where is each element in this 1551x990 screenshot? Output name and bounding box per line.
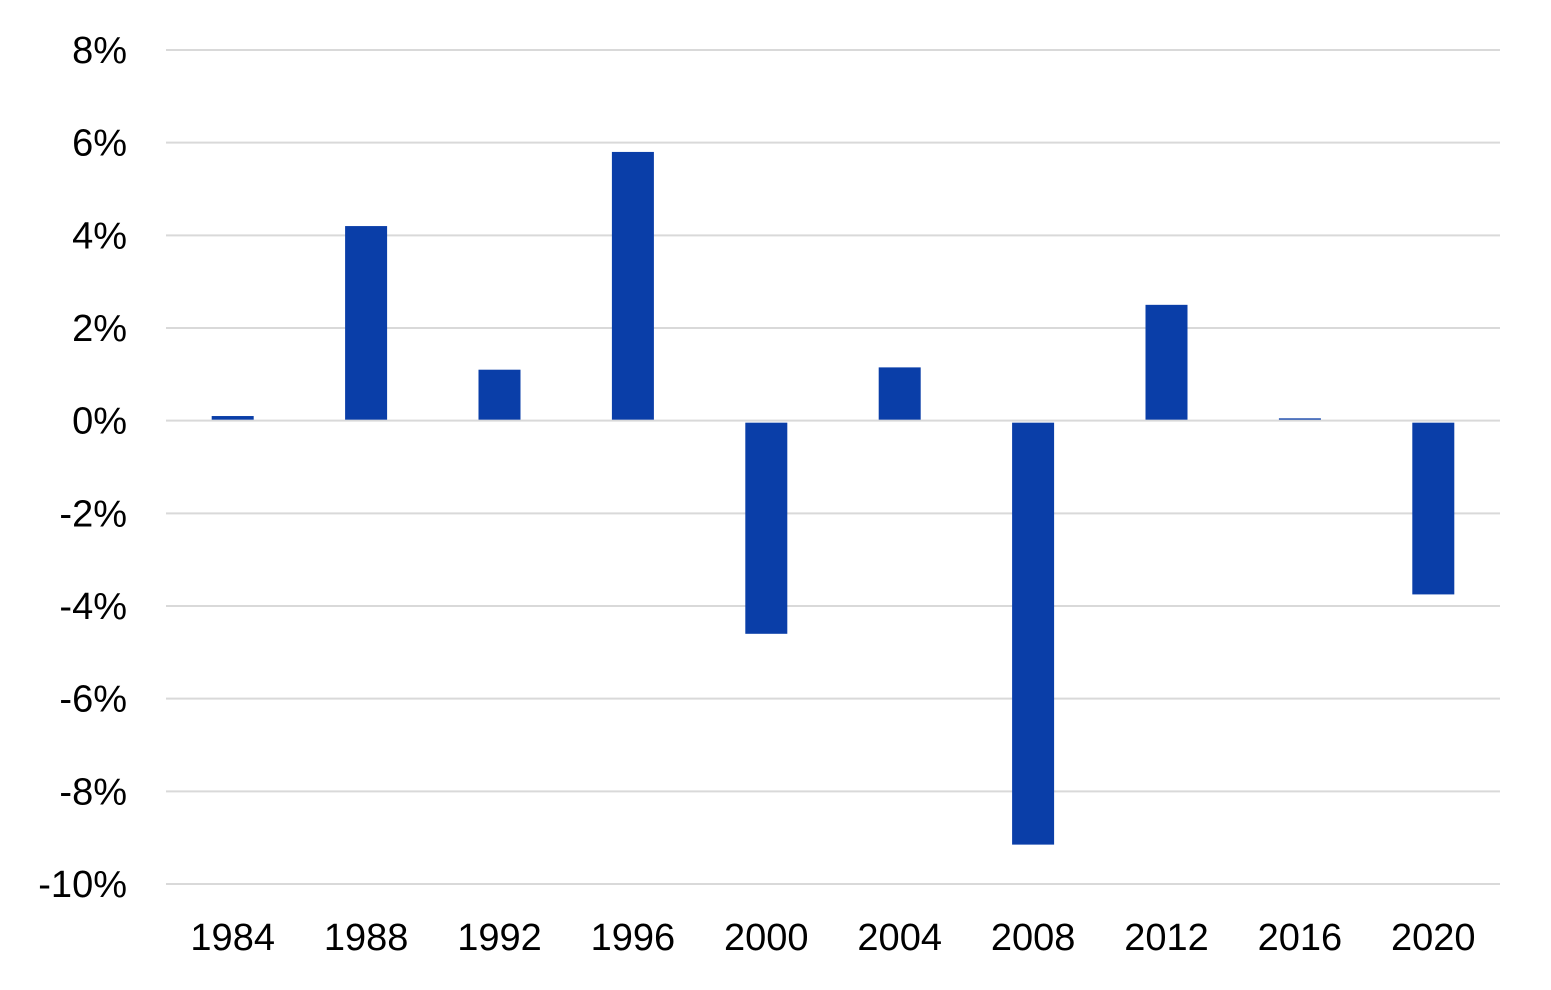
bar-2000: [745, 422, 788, 634]
bar-2008: [1012, 422, 1055, 845]
x-tick-label: 1996: [591, 917, 676, 959]
bar-2020: [1412, 422, 1455, 595]
x-tick-label: 2012: [1124, 917, 1209, 959]
bars: [211, 151, 1455, 845]
bar-1992: [478, 369, 521, 420]
x-tick-label: 1988: [324, 917, 409, 959]
x-tick-label: 2008: [991, 917, 1076, 959]
x-tick-label: 2016: [1258, 917, 1343, 959]
x-tick-label: 2004: [857, 917, 942, 959]
y-axis-tick-labels: 8% 6% 4% 2% 0% -2% -4% -6% -8% -10%: [38, 30, 127, 906]
y-tick-label: 4%: [72, 215, 127, 257]
y-tick-label: 0%: [72, 401, 127, 443]
y-tick-label: 8%: [72, 30, 127, 72]
y-tick-label: -10%: [38, 864, 127, 906]
y-tick-label: 2%: [72, 308, 127, 350]
bar-2016: [1278, 418, 1321, 420]
bar-1984: [211, 416, 254, 420]
x-tick-label: 1992: [457, 917, 542, 959]
x-tick-label: 2000: [724, 917, 809, 959]
y-tick-label: 6%: [72, 123, 127, 165]
y-tick-label: -4%: [59, 586, 127, 628]
bar-1996: [611, 151, 654, 420]
x-tick-label: 2020: [1391, 917, 1476, 959]
bar-2004: [878, 367, 921, 420]
y-tick-label: -2%: [59, 493, 127, 535]
x-axis-tick-labels: 1984 1988 1992 1996 2000 2004 2008 2012 2016 2020: [190, 917, 1475, 959]
y-tick-label: -6%: [59, 679, 127, 721]
y-tick-label: -8%: [59, 771, 127, 813]
bar-1988: [345, 226, 388, 420]
x-tick-label: 1984: [190, 917, 275, 959]
bar-2012: [1145, 304, 1188, 420]
gridlines: [166, 49, 1500, 885]
